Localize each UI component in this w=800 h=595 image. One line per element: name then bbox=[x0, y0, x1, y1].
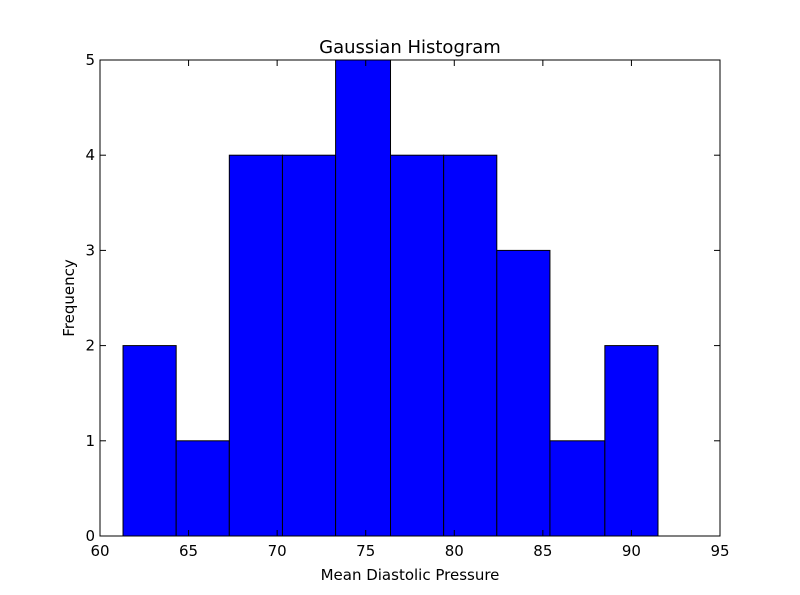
x-tick-label-6: 90 bbox=[622, 542, 641, 560]
y-tick-label-0: 0 bbox=[85, 527, 95, 545]
y-tick-label-1: 1 bbox=[85, 432, 95, 450]
x-tick-label-1: 65 bbox=[179, 542, 198, 560]
x-tick-label-3: 75 bbox=[356, 542, 375, 560]
histogram-bar-9 bbox=[604, 345, 659, 537]
histogram-bar-6 bbox=[443, 154, 498, 537]
ticks-layer: 60 65 70 75 80 85 90 95 0 1 2 3 4 5 bbox=[85, 51, 729, 560]
histogram-bar-3 bbox=[281, 154, 337, 537]
histogram-bar-0 bbox=[122, 345, 177, 537]
histogram-bar-8 bbox=[549, 440, 606, 537]
chart-title: Gaussian Histogram bbox=[319, 37, 501, 58]
x-tick-label-4: 80 bbox=[445, 542, 464, 560]
y-axis-label: Frequency bbox=[60, 259, 78, 337]
plot-frame bbox=[99, 59, 721, 537]
histogram-bar-5 bbox=[390, 154, 445, 537]
histogram-bar-1 bbox=[175, 440, 230, 537]
bars-layer bbox=[122, 59, 659, 537]
x-axis-label: Mean Diastolic Pressure bbox=[321, 566, 500, 584]
histogram-bar-7 bbox=[496, 249, 551, 537]
histogram-bar-4 bbox=[335, 59, 392, 537]
y-tick-label-5: 5 bbox=[85, 51, 95, 69]
x-tick-label-5: 85 bbox=[533, 542, 552, 560]
x-tick-label-7: 95 bbox=[710, 542, 729, 560]
histogram-bar-2 bbox=[228, 154, 283, 537]
y-tick-label-4: 4 bbox=[85, 146, 95, 164]
x-tick-label-0: 60 bbox=[90, 542, 109, 560]
y-tick-label-3: 3 bbox=[85, 241, 95, 259]
x-tick-label-2: 70 bbox=[268, 542, 287, 560]
y-tick-label-2: 2 bbox=[85, 337, 95, 355]
